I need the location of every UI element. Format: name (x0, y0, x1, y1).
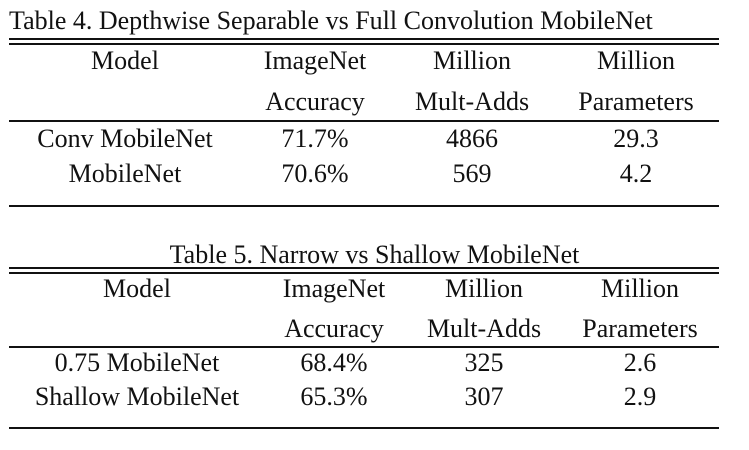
table-4-row-2-parameters: 4.2 (619, 159, 653, 188)
table-5-top-rule-2 (9, 272, 719, 274)
table-5-mid-rule (9, 346, 719, 348)
table-4-header-million-2: Million (596, 46, 676, 75)
table-4-top-rule-2 (9, 43, 719, 45)
table-5-caption: Table 5. Narrow vs Shallow MobileNet (169, 240, 580, 269)
table-5-bottom-rule (9, 427, 719, 429)
table-4-header-parameters: Parameters (578, 87, 694, 116)
table-5-row-2-model: Shallow MobileNet (34, 382, 240, 411)
table-5-row-2-mult-adds: 307 (464, 382, 504, 411)
table-5-row-1-parameters: 2.6 (623, 348, 657, 377)
table-5-header-accuracy: Accuracy (284, 314, 384, 343)
table-5-row-1-model: 0.75 MobileNet (54, 348, 220, 377)
table-4-row-1-accuracy: 71.7% (281, 124, 349, 153)
table-5-header-imagenet: ImageNet (282, 274, 386, 303)
table-4-header-imagenet: ImageNet (263, 46, 367, 75)
table-4-row-1-mult-adds: 4866 (446, 124, 498, 153)
table-4-row-1-parameters: 29.3 (613, 124, 659, 153)
table-4-header-accuracy: Accuracy (265, 87, 365, 116)
table-4-row-2-mult-adds: 569 (452, 159, 492, 188)
table-4-row-2-accuracy: 70.6% (281, 159, 349, 188)
table-5-row-1-mult-adds: 325 (464, 348, 504, 377)
table-4-top-rule (9, 38, 719, 40)
table-4-header-model: Model (91, 46, 159, 75)
table-5-header-parameters: Parameters (582, 314, 698, 343)
table-4-header-mult-adds: Mult-Adds (414, 87, 530, 116)
table-4-caption: Table 4. Depthwise Separable vs Full Con… (9, 6, 653, 35)
table-4-bottom-rule (9, 205, 719, 207)
table-5-header-million-1: Million (444, 274, 524, 303)
table-5-row-2-accuracy: 65.3% (300, 382, 368, 411)
table-4-mid-rule (9, 120, 719, 122)
table-4-header-million-1: Million (432, 46, 512, 75)
table-4-row-1-model: Conv MobileNet (37, 124, 213, 153)
table-5-row-1-accuracy: 68.4% (300, 348, 368, 377)
table-5-top-rule (9, 267, 719, 269)
table-5-header-mult-adds: Mult-Adds (426, 314, 542, 343)
table-5-header-million-2: Million (600, 274, 680, 303)
table-5-header-model: Model (103, 274, 171, 303)
table-4-row-2-model: MobileNet (68, 159, 182, 188)
table-5-row-2-parameters: 2.9 (623, 382, 657, 411)
